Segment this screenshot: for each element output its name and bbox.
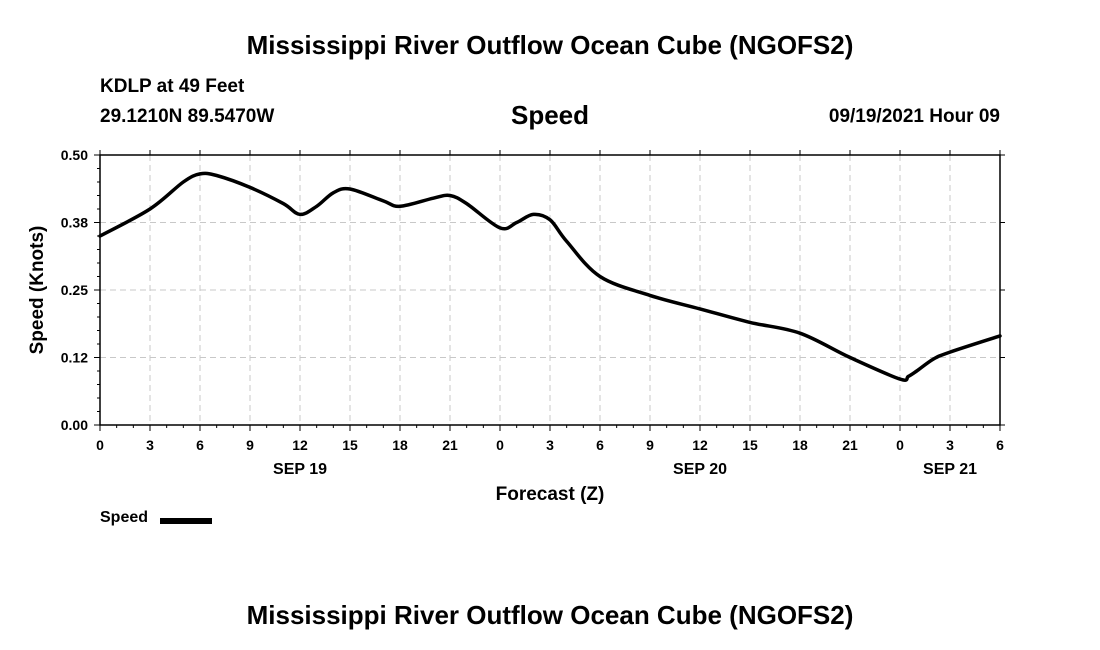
chart-title: Mississippi River Outflow Ocean Cube (NG… xyxy=(246,30,854,60)
date-label: SEP 20 xyxy=(673,461,727,478)
y-tick-label: 0.38 xyxy=(61,215,88,231)
x-tick-label: 15 xyxy=(342,437,358,453)
legend-label: Speed xyxy=(100,509,149,526)
date-label: SEP 21 xyxy=(923,461,977,478)
x-tick-label: 18 xyxy=(392,437,408,453)
x-tick-label: 21 xyxy=(442,437,458,453)
x-tick-label: 3 xyxy=(546,437,554,453)
x-tick-label: 6 xyxy=(596,437,604,453)
x-tick-label: 0 xyxy=(96,437,104,453)
y-tick-label: 0.50 xyxy=(61,147,88,163)
footer-title: Mississippi River Outflow Ocean Cube (NG… xyxy=(246,600,854,630)
x-tick-label: 12 xyxy=(692,437,708,453)
y-axis-label: Speed (Knots) xyxy=(27,226,48,355)
station-coordinates: 29.1210N 89.5470W xyxy=(100,106,275,127)
x-tick-label: 6 xyxy=(196,437,204,453)
x-tick-label: 0 xyxy=(896,437,904,453)
y-tick-label: 0.00 xyxy=(61,417,88,433)
date-label: SEP 19 xyxy=(273,461,327,478)
x-axis-label: Forecast (Z) xyxy=(496,484,605,505)
x-tick-label: 9 xyxy=(646,437,654,453)
variable-label: Speed xyxy=(510,100,590,130)
legend-line-swatch xyxy=(160,518,212,524)
x-tick-label: 3 xyxy=(146,437,154,453)
x-tick-label: 0 xyxy=(496,437,504,453)
y-tick-label: 0.25 xyxy=(61,282,88,298)
x-tick-label: 6 xyxy=(996,437,1004,453)
y-tick-label: 0.12 xyxy=(61,350,88,366)
x-tick-label: 21 xyxy=(842,437,858,453)
x-tick-label: 9 xyxy=(246,437,254,453)
x-tick-label: 3 xyxy=(946,437,954,453)
x-tick-label: 18 xyxy=(792,437,808,453)
x-tick-label: 12 xyxy=(292,437,308,453)
series-line-speed xyxy=(98,171,1002,382)
forecast-datetime: 09/19/2021 Hour 09 xyxy=(828,106,1000,127)
station-label: KDLP at 49 Feet xyxy=(100,76,245,97)
plot-frame xyxy=(99,154,1001,426)
x-tick-label: 15 xyxy=(742,437,758,453)
